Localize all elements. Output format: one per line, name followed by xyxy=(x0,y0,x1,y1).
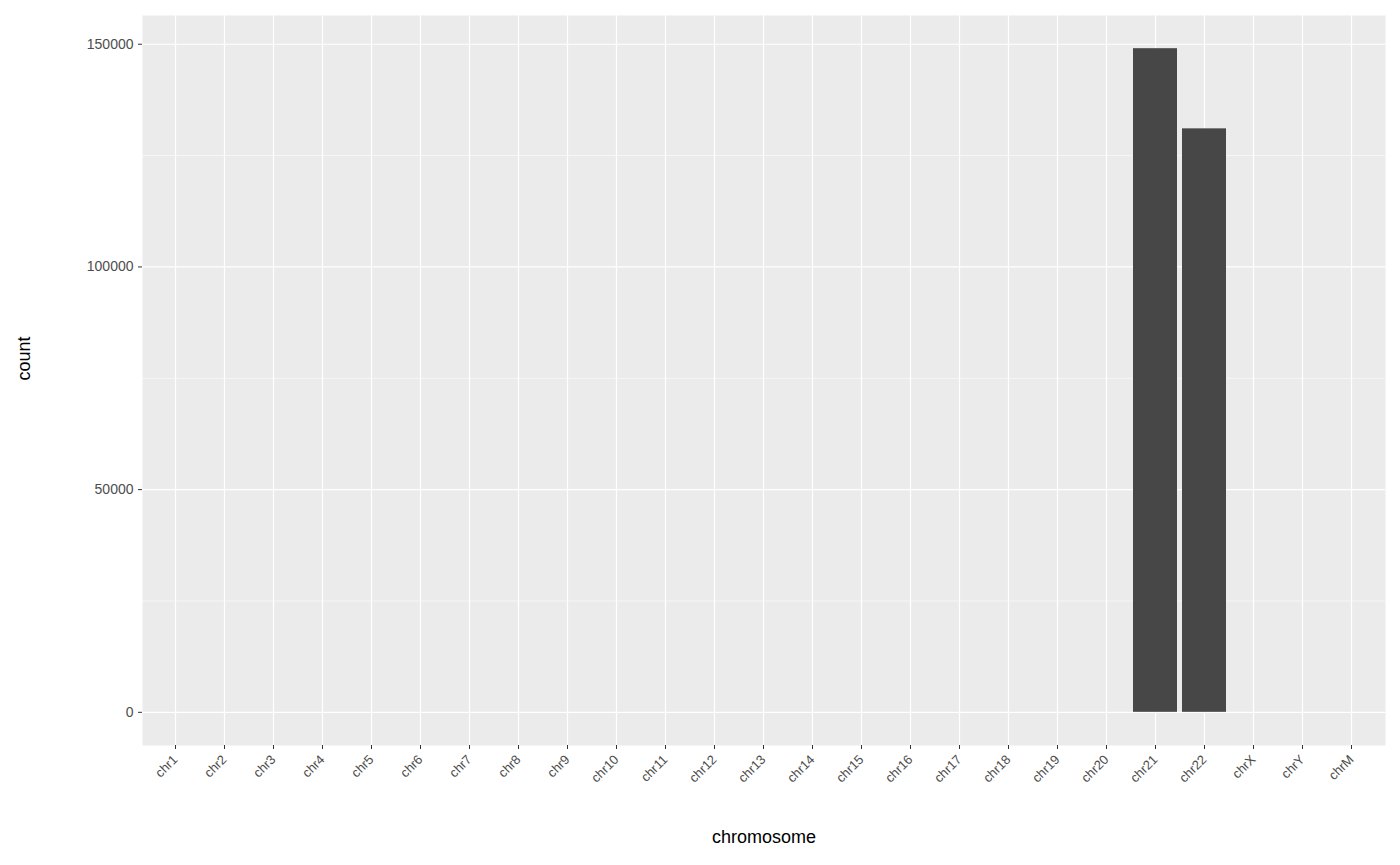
svg-text:chr13: chr13 xyxy=(735,752,769,786)
svg-text:chr22: chr22 xyxy=(1176,752,1210,786)
svg-text:100000: 100000 xyxy=(87,258,134,274)
svg-text:chrM: chrM xyxy=(1326,752,1357,783)
svg-text:chr17: chr17 xyxy=(931,752,965,786)
svg-text:chr5: chr5 xyxy=(348,752,376,780)
svg-text:chr6: chr6 xyxy=(397,752,425,780)
svg-text:0: 0 xyxy=(126,704,134,720)
svg-text:chr3: chr3 xyxy=(250,752,278,780)
svg-text:50000: 50000 xyxy=(95,481,134,497)
svg-text:chr10: chr10 xyxy=(588,752,622,786)
svg-text:chromosome: chromosome xyxy=(712,827,816,847)
svg-text:chr18: chr18 xyxy=(980,752,1014,786)
svg-text:chrY: chrY xyxy=(1278,752,1308,782)
svg-text:count: count xyxy=(14,336,34,380)
svg-text:chr8: chr8 xyxy=(495,752,523,780)
svg-text:chr21: chr21 xyxy=(1127,752,1161,786)
svg-text:chrX: chrX xyxy=(1229,752,1259,782)
svg-text:chr2: chr2 xyxy=(201,752,229,780)
svg-text:chr19: chr19 xyxy=(1029,752,1063,786)
svg-text:chr16: chr16 xyxy=(882,752,916,786)
svg-text:chr9: chr9 xyxy=(544,752,572,780)
svg-text:chr4: chr4 xyxy=(299,752,327,780)
svg-text:chr14: chr14 xyxy=(784,752,818,786)
svg-text:chr15: chr15 xyxy=(833,752,867,786)
svg-text:150000: 150000 xyxy=(87,36,134,52)
svg-text:chr12: chr12 xyxy=(686,752,720,786)
svg-text:chr20: chr20 xyxy=(1078,752,1112,786)
svg-text:chr11: chr11 xyxy=(638,752,671,785)
svg-text:chr7: chr7 xyxy=(446,752,474,780)
svg-text:chr1: chr1 xyxy=(152,752,180,780)
